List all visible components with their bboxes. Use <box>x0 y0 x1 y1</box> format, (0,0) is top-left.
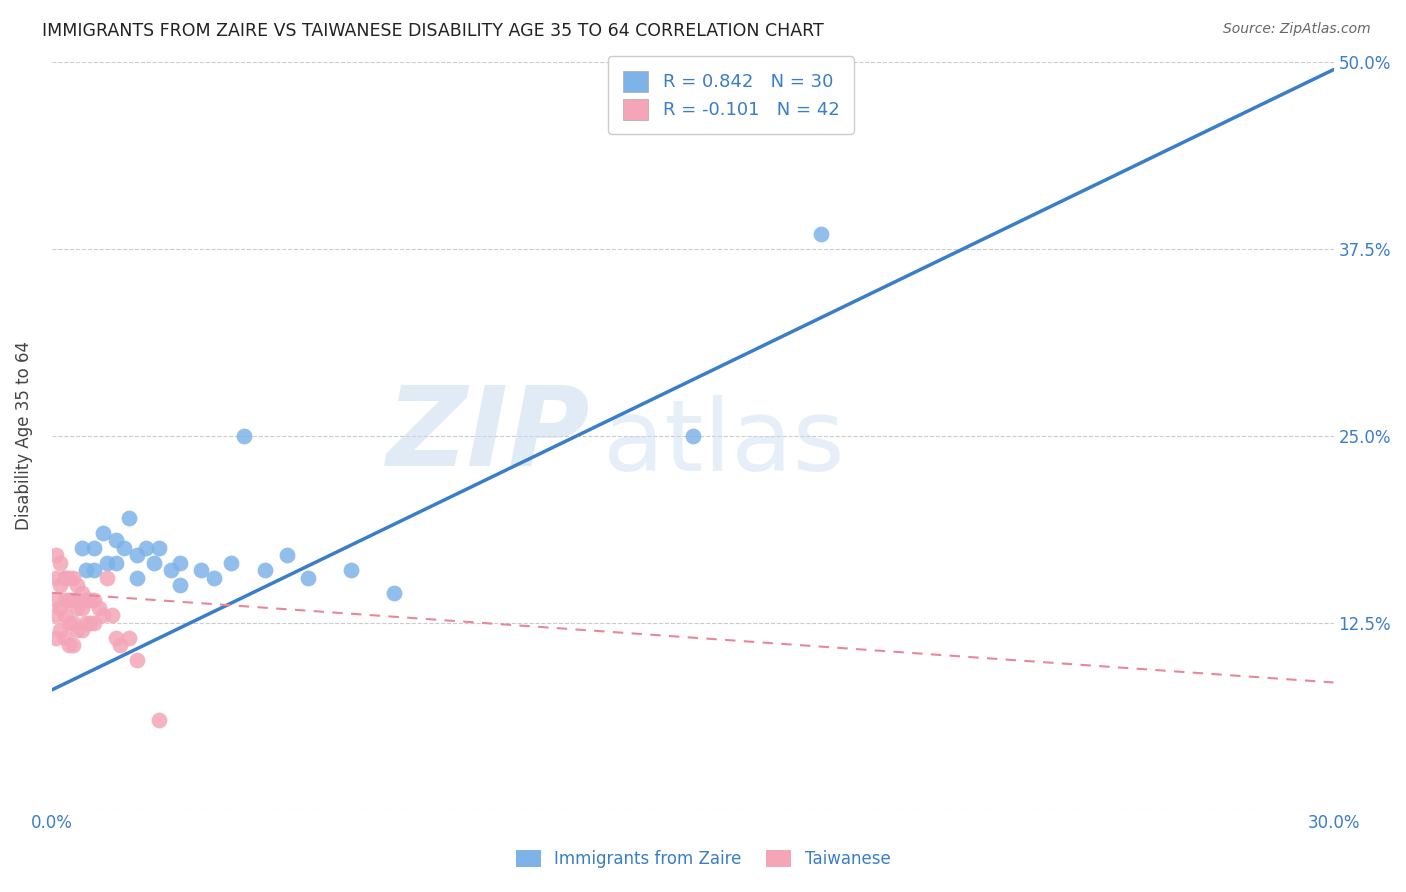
Legend: R = 0.842   N = 30, R = -0.101   N = 42: R = 0.842 N = 30, R = -0.101 N = 42 <box>609 56 853 134</box>
Point <box>148 713 170 727</box>
Text: ZIP: ZIP <box>387 383 591 490</box>
Point <box>118 511 141 525</box>
Point <box>118 631 141 645</box>
Point <box>83 615 105 630</box>
Point <box>45 608 67 623</box>
Point <box>169 578 191 592</box>
Point <box>276 549 298 563</box>
Point <box>53 608 76 623</box>
Point <box>58 593 80 607</box>
Point <box>45 571 67 585</box>
Point <box>160 563 183 577</box>
Point <box>58 571 80 585</box>
Point <box>297 571 319 585</box>
Point <box>49 600 72 615</box>
Point <box>96 556 118 570</box>
Point <box>53 571 76 585</box>
Point <box>340 563 363 577</box>
Point <box>75 563 97 577</box>
Point <box>108 638 131 652</box>
Point <box>127 571 149 585</box>
Y-axis label: Disability Age 35 to 64: Disability Age 35 to 64 <box>15 342 32 531</box>
Point <box>112 541 135 555</box>
Point <box>91 608 114 623</box>
Point <box>66 623 89 637</box>
Point <box>79 593 101 607</box>
Point <box>83 593 105 607</box>
Point <box>382 586 405 600</box>
Point <box>148 541 170 555</box>
Text: atlas: atlas <box>603 395 845 491</box>
Point <box>104 556 127 570</box>
Point <box>104 631 127 645</box>
Point <box>49 578 72 592</box>
Point <box>810 227 832 241</box>
Point <box>70 586 93 600</box>
Point <box>75 615 97 630</box>
Legend: Immigrants from Zaire, Taiwanese: Immigrants from Zaire, Taiwanese <box>509 843 897 875</box>
Point <box>127 653 149 667</box>
Text: IMMIGRANTS FROM ZAIRE VS TAIWANESE DISABILITY AGE 35 TO 64 CORRELATION CHART: IMMIGRANTS FROM ZAIRE VS TAIWANESE DISAB… <box>42 22 824 40</box>
Text: Source: ZipAtlas.com: Source: ZipAtlas.com <box>1223 22 1371 37</box>
Point <box>104 533 127 548</box>
Point <box>53 631 76 645</box>
Point <box>62 571 84 585</box>
Point <box>53 593 76 607</box>
Point <box>254 563 277 577</box>
Point <box>75 593 97 607</box>
Point <box>49 556 72 570</box>
Point <box>169 556 191 570</box>
Point <box>233 429 256 443</box>
Point <box>62 593 84 607</box>
Point <box>70 541 93 555</box>
Point <box>83 541 105 555</box>
Point <box>143 556 166 570</box>
Point <box>45 593 67 607</box>
Point <box>45 549 67 563</box>
Point <box>87 600 110 615</box>
Point <box>66 600 89 615</box>
Point <box>96 571 118 585</box>
Point <box>202 571 225 585</box>
Point <box>62 615 84 630</box>
Point <box>70 623 93 637</box>
Point <box>45 631 67 645</box>
Point <box>83 563 105 577</box>
Point <box>58 638 80 652</box>
Point <box>100 608 122 623</box>
Point <box>58 615 80 630</box>
Point <box>53 571 76 585</box>
Point <box>135 541 157 555</box>
Point <box>62 638 84 652</box>
Point <box>79 615 101 630</box>
Point <box>66 578 89 592</box>
Point <box>70 600 93 615</box>
Point <box>190 563 212 577</box>
Point <box>49 623 72 637</box>
Point <box>91 526 114 541</box>
Point <box>219 556 242 570</box>
Point <box>682 429 704 443</box>
Point <box>127 549 149 563</box>
